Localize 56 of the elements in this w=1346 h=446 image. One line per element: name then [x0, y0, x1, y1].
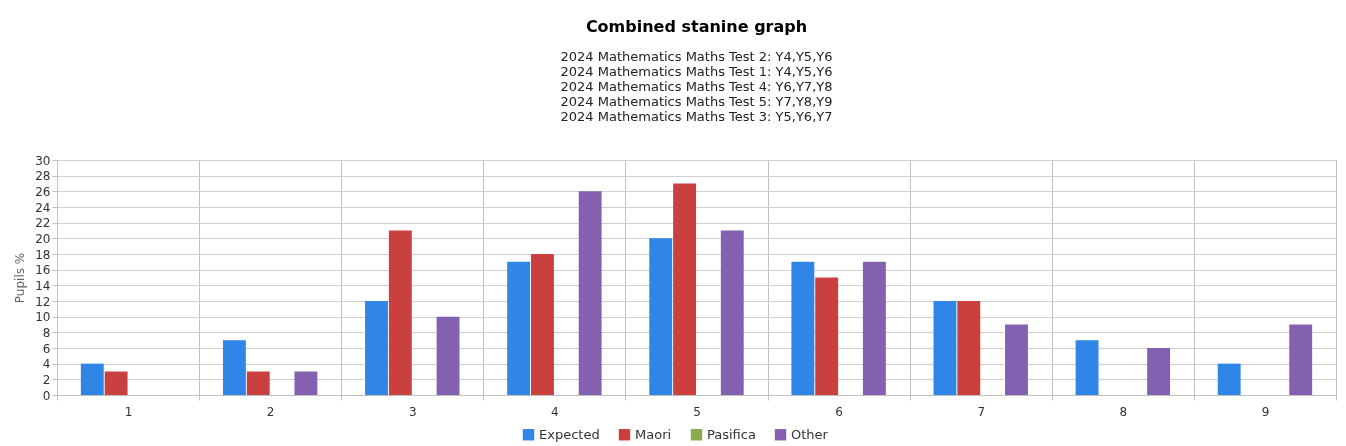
bar: [365, 301, 388, 395]
legend-label: Pasifica: [707, 426, 756, 442]
y-tick-label: 10: [35, 310, 51, 325]
y-tick-label: 18: [35, 247, 51, 262]
x-tick-label: 1: [124, 404, 133, 419]
x-tick-label: 9: [1261, 404, 1270, 419]
y-tick-label: 0: [42, 388, 51, 403]
x-tick-label: 3: [408, 404, 417, 419]
x-tick-label: 6: [835, 404, 843, 419]
x-tick-label: 7: [977, 404, 986, 419]
bar: [649, 238, 673, 395]
bar: [1075, 340, 1099, 395]
bar: [720, 230, 744, 395]
bar: [507, 261, 531, 395]
bar: [673, 183, 697, 395]
bar: [578, 191, 602, 395]
bar: [933, 301, 957, 395]
x-tick-label: 8: [1119, 404, 1128, 419]
chart-title: Combined stanine graph: [585, 17, 808, 36]
bar: [294, 371, 318, 395]
bar: [862, 261, 886, 395]
y-tick-label: 6: [42, 341, 51, 356]
bar: [222, 340, 246, 395]
bar: [436, 316, 460, 395]
bar: [1289, 324, 1313, 395]
y-tick-label: 12: [35, 294, 51, 309]
y-tick-label: 28: [35, 169, 51, 184]
legend-label: Maori: [635, 426, 672, 442]
bar: [531, 254, 554, 395]
bar: [791, 261, 815, 395]
x-tick-label: 4: [551, 404, 559, 419]
bar: [1005, 324, 1028, 395]
bar: [80, 363, 104, 395]
bar: [957, 301, 981, 395]
y-tick-label: 16: [35, 263, 51, 278]
bar: [246, 371, 270, 395]
y-tick-label: 14: [35, 278, 51, 293]
y-tick-label: 24: [35, 200, 51, 215]
y-tick-label: 26: [35, 184, 51, 199]
bar: [388, 230, 412, 395]
legend-label: Other: [791, 426, 829, 442]
chart-subtitle: 2024 Mathematics Maths Test 2: Y4,Y5,Y6 2024 Mathematics Maths Test 1: Y4,Y5,Y6 2024 Mathematics Maths Test 4: Y6,Y7,Y8 2024 Mathematics Maths Test 5: Y7,Y8,Y9 2024 Mathematics Maths Test 3: Y5,Y6,Y7: [560, 49, 833, 124]
bar: [815, 277, 839, 395]
bar: [1217, 363, 1241, 395]
y-tick-label: 30: [35, 153, 51, 168]
x-tick-label: 5: [693, 404, 701, 419]
y-tick-label: 8: [42, 325, 51, 340]
y-tick-label: 22: [35, 216, 51, 231]
bar: [1147, 348, 1171, 395]
y-tick-label: 2: [42, 372, 51, 387]
bar: [104, 371, 128, 395]
y-axis-title: Pupils %: [13, 252, 28, 304]
x-tick-label: 2: [266, 404, 275, 419]
y-tick-label: 4: [42, 357, 51, 372]
y-tick-label: 20: [35, 231, 51, 246]
legend-label: Expected: [539, 426, 600, 442]
